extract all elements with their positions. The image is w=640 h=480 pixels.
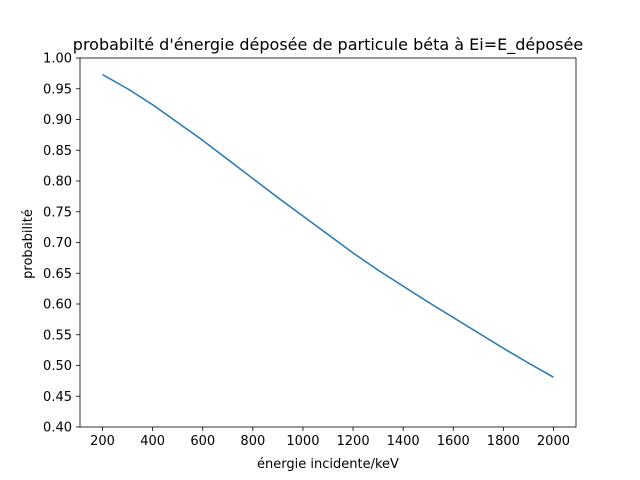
x-tick-label-200: 200 xyxy=(90,434,115,449)
plot-area: 200 400 600 800 1000 1200 1400 1600 1800 2000 0.40… xyxy=(43,52,577,449)
x-tick-label-2000: 2000 xyxy=(537,434,570,449)
y-tick-label-0.75: 0.75 xyxy=(43,205,72,220)
y-tick-label-1.00: 1.00 xyxy=(43,52,72,67)
x-tick-label-600: 600 xyxy=(190,434,215,449)
y-axis-label: probabilité xyxy=(21,209,36,279)
y-tick-label-0.40: 0.40 xyxy=(43,421,72,436)
y-tick-label-0.55: 0.55 xyxy=(43,328,72,343)
x-tick-label-1200: 1200 xyxy=(337,434,370,449)
x-tick-label-1800: 1800 xyxy=(487,434,520,449)
y-tick-label-0.80: 0.80 xyxy=(43,175,72,190)
y-tick-label-0.85: 0.85 xyxy=(43,144,72,159)
x-tick-label-1000: 1000 xyxy=(286,434,319,449)
y-tick-label-0.90: 0.90 xyxy=(43,113,72,128)
y-tick-label-0.50: 0.50 xyxy=(43,359,72,374)
y-tick-label-0.45: 0.45 xyxy=(43,390,72,405)
x-tick-label-800: 800 xyxy=(240,434,265,449)
y-tick-label-0.60: 0.60 xyxy=(43,298,72,313)
x-tick-label-1400: 1400 xyxy=(387,434,420,449)
y-tick-label-0.70: 0.70 xyxy=(43,236,72,251)
series-line-0 xyxy=(102,73,554,378)
y-tick-label-0.95: 0.95 xyxy=(43,82,72,97)
x-tick-label-400: 400 xyxy=(140,434,165,449)
y-tick-label-0.65: 0.65 xyxy=(43,267,72,282)
x-axis-label: énergie incidente/keV xyxy=(257,457,399,472)
chart-title: probabilté d'énergie déposée de particul… xyxy=(73,35,583,55)
x-tick-label-1600: 1600 xyxy=(437,434,470,449)
